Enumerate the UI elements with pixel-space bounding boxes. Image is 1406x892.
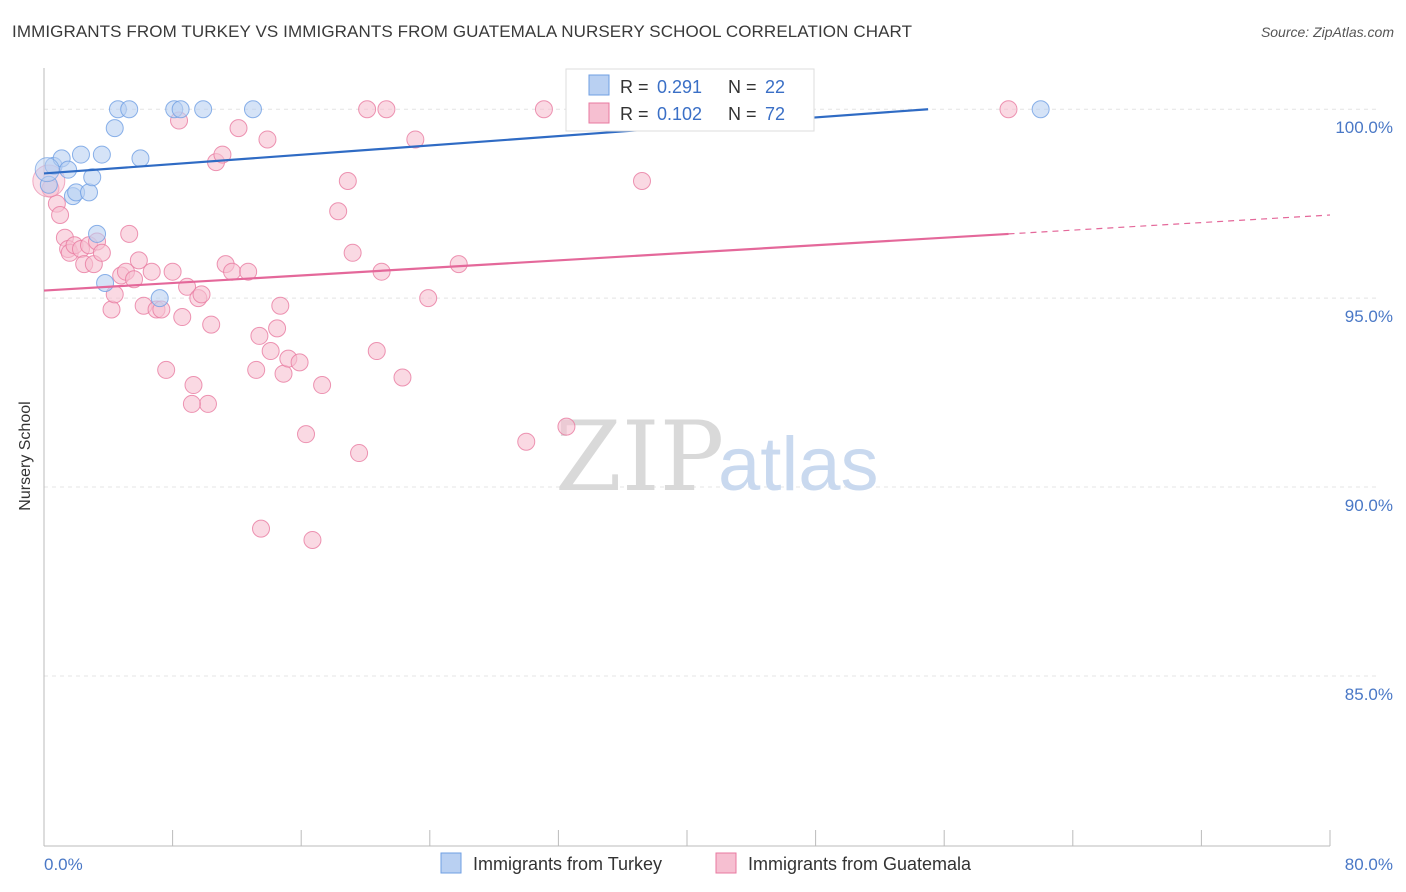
legend-n-value-turkey: 22	[765, 77, 785, 97]
bottom-legend-swatch-turkey	[440, 852, 462, 874]
data-point	[163, 262, 182, 281]
data-point	[449, 255, 468, 274]
legend-n-value-guatemala: 72	[765, 104, 785, 124]
y-tick-label: 100.0%	[1335, 118, 1393, 137]
series-turkey-points	[34, 100, 1050, 308]
data-point	[274, 364, 293, 383]
chart-title: IMMIGRANTS FROM TURKEY VS IMMIGRANTS FRO…	[12, 22, 913, 41]
data-point	[120, 224, 139, 243]
data-point	[92, 145, 111, 164]
data-point	[125, 270, 144, 289]
watermark-zip: ZIP	[555, 401, 724, 513]
data-point	[83, 168, 102, 187]
y-tick-label: 90.0%	[1345, 496, 1393, 515]
data-point	[252, 519, 271, 538]
data-point	[229, 119, 248, 138]
data-point	[268, 319, 287, 338]
data-point	[202, 315, 221, 334]
data-point	[34, 157, 60, 183]
data-point	[557, 417, 576, 436]
data-point	[102, 300, 121, 319]
data-point	[51, 206, 70, 225]
tick-labels: 100.0% 95.0% 90.0% 85.0% 0.0% 80.0%	[44, 118, 1393, 874]
data-point	[367, 342, 386, 361]
data-point	[297, 425, 316, 444]
gridlines	[44, 108, 1380, 677]
data-point	[120, 100, 139, 119]
data-point	[105, 119, 124, 138]
data-point	[258, 130, 277, 149]
data-point	[239, 262, 258, 281]
data-point	[271, 296, 290, 315]
y-tick-label: 95.0%	[1345, 307, 1393, 326]
legend-swatch-guatemala	[588, 102, 610, 124]
data-point	[71, 145, 90, 164]
data-point	[999, 100, 1018, 119]
data-point	[261, 342, 280, 361]
legend-r-value-guatemala: 0.102	[657, 104, 702, 124]
data-point	[358, 100, 377, 119]
data-point	[198, 394, 217, 413]
data-point	[303, 530, 322, 549]
data-point	[80, 183, 99, 202]
data-point	[150, 289, 169, 308]
data-point	[157, 360, 176, 379]
data-point	[131, 149, 150, 168]
data-point	[182, 394, 201, 413]
data-point	[343, 243, 362, 262]
watermark-atlas: atlas	[718, 422, 879, 507]
source-label: Source: ZipAtlas.com	[1260, 24, 1394, 40]
legend-n-label-guatemala: N =	[728, 104, 757, 124]
trend-line	[43, 232, 1009, 292]
data-point	[377, 100, 396, 119]
data-point	[534, 100, 553, 119]
legend-box: R = 0.291 N = 22 R = 0.102 N = 72	[565, 68, 815, 132]
legend-n-label-turkey: N =	[728, 77, 757, 97]
data-point	[194, 100, 213, 119]
legend-swatch-turkey	[588, 74, 610, 96]
data-point	[1031, 100, 1050, 119]
trend-line-extension	[1008, 214, 1331, 235]
data-point	[419, 289, 438, 308]
data-point	[184, 376, 203, 395]
data-point	[223, 262, 242, 281]
data-point	[247, 360, 266, 379]
bottom-legend-label-guatemala: Immigrants from Guatemala	[748, 854, 972, 874]
data-point	[329, 202, 348, 221]
bottom-legend-label-turkey: Immigrants from Turkey	[473, 854, 662, 874]
data-point	[250, 326, 269, 345]
data-point	[313, 376, 332, 395]
x-tick-label: 80.0%	[1345, 855, 1393, 874]
data-point	[142, 262, 161, 281]
x-tick-label: 0.0%	[44, 855, 83, 874]
bottom-legend: Immigrants from Turkey Immigrants from G…	[440, 852, 972, 874]
data-point	[192, 285, 211, 304]
data-point	[338, 172, 357, 191]
data-point	[213, 145, 232, 164]
data-point	[632, 172, 651, 191]
data-point	[92, 243, 111, 262]
data-point	[59, 160, 78, 179]
data-point	[129, 251, 148, 270]
legend-r-value-turkey: 0.291	[657, 77, 702, 97]
axes	[43, 68, 1331, 847]
data-point	[406, 130, 425, 149]
data-point	[171, 100, 190, 119]
data-point	[290, 353, 309, 372]
legend-r-label-guatemala: R =	[620, 104, 649, 124]
data-point	[88, 224, 107, 243]
data-point	[243, 100, 262, 119]
legend-r-label-turkey: R =	[620, 77, 649, 97]
data-point	[173, 308, 192, 327]
y-tick-label: 85.0%	[1345, 685, 1393, 704]
data-point	[96, 274, 115, 293]
data-point	[517, 432, 536, 451]
bottom-legend-swatch-guatemala	[715, 852, 737, 874]
data-point	[350, 444, 369, 463]
data-point	[393, 368, 412, 387]
